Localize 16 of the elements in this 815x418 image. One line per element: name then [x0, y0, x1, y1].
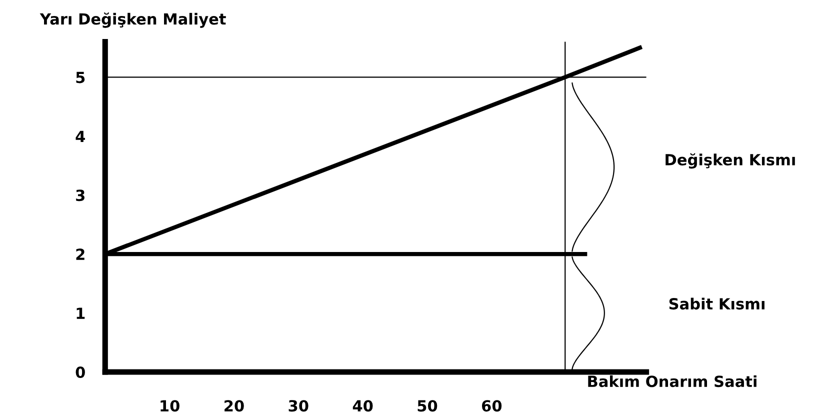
x-axis-title: Bakım Onarım Saati [588, 375, 756, 388]
x-tick-label: 10 [160, 400, 180, 412]
y-tick-label: 0 [76, 366, 85, 378]
y-tick-label: 4 [76, 130, 85, 142]
text: Sabit Kısmı [669, 298, 764, 310]
x-tick-label: 20 [224, 400, 244, 412]
x-tick-label: 40 [352, 400, 373, 412]
x-tick-label: 30 [288, 400, 308, 412]
y-tick-label: 1 [76, 308, 85, 319]
text: Değişken Kısmı [666, 153, 795, 169]
x-tick-label: 50 [418, 400, 438, 412]
x-tick-label: 60 [482, 400, 502, 412]
y-tick-label: 3 [76, 190, 84, 202]
y-tick-label: 5 [76, 72, 85, 84]
y-tick-label: 2 [76, 248, 84, 260]
chart-title: Yarı Değişken Maliyet [40, 12, 226, 28]
